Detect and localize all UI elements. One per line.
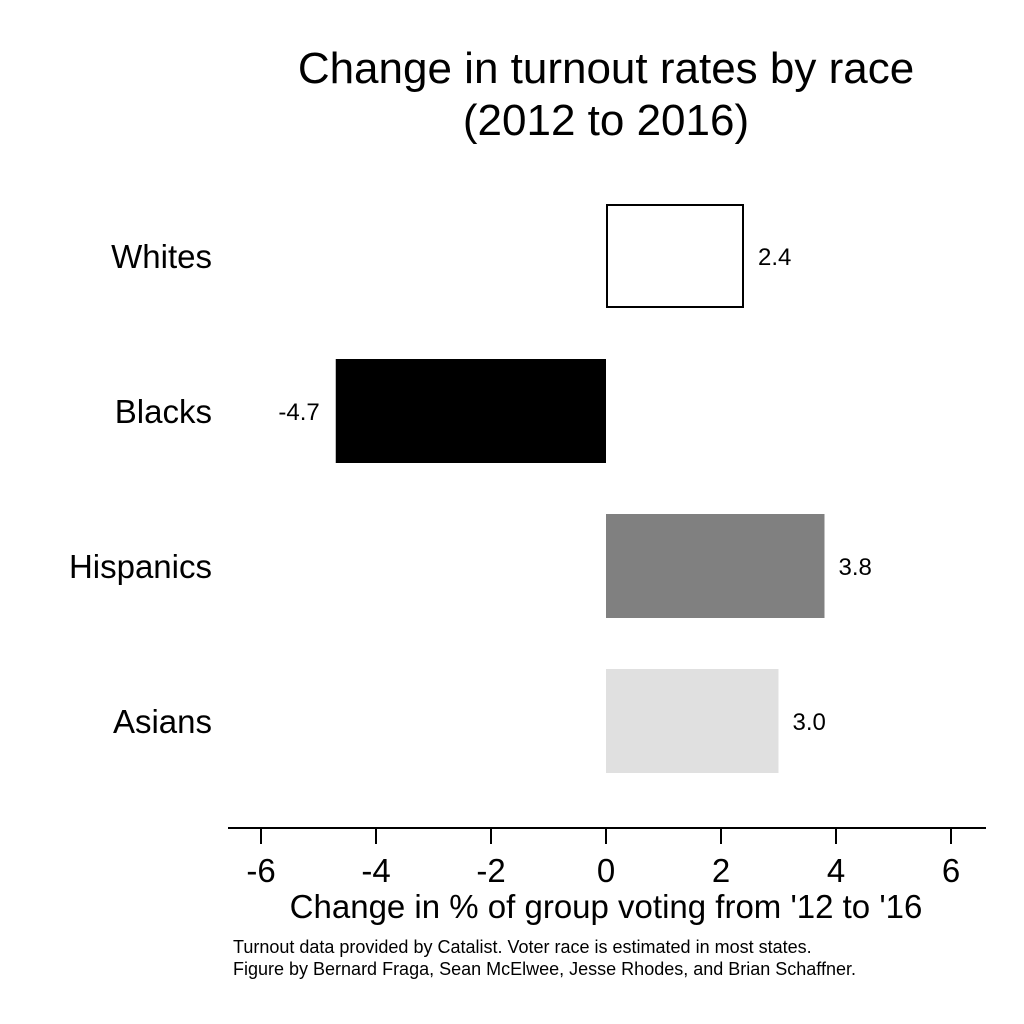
x-tick-label-4: 2 [712,852,730,889]
x-axis-title: Change in % of group voting from '12 to … [290,888,923,925]
bar-asians [606,669,779,773]
chart-title: Change in turnout rates by race(2012 to … [298,44,914,145]
x-axis: -6 -4 -2 0 2 4 6 [228,827,986,889]
bar-blacks [335,359,606,463]
x-tick-label-5: 4 [827,852,845,889]
value-labels: 2.4 -4.7 3.8 3.0 [278,244,871,736]
note-line-2: Figure by Bernard Fraga, Sean McElwee, J… [233,959,856,979]
value-label-blacks: -4.7 [278,399,319,426]
x-tick-label-1: -4 [361,852,390,889]
x-tick-label-6: 6 [942,852,960,889]
category-label-asians: Asians [113,703,212,740]
value-label-asians: 3.0 [793,709,826,736]
x-tick-label-2: -2 [476,852,505,889]
bar-hispanics [606,514,825,618]
bars [335,204,825,773]
chart-title-line-2: (2012 to 2016) [463,96,749,145]
category-labels: Whites Blacks Hispanics Asians [69,238,212,740]
bar-whites [606,204,744,308]
x-axis-title-group: Change in % of group voting from '12 to … [290,888,923,925]
category-label-whites: Whites [111,238,212,275]
x-tick-label-3: 0 [597,852,615,889]
x-tick-label-0: -6 [246,852,275,889]
category-label-hispanics: Hispanics [69,548,212,585]
source-notes: Turnout data provided by Catalist. Voter… [233,937,856,979]
value-label-whites: 2.4 [758,244,791,271]
chart-title-line-1: Change in turnout rates by race [298,44,914,93]
value-label-hispanics: 3.8 [839,554,872,581]
note-line-1: Turnout data provided by Catalist. Voter… [233,937,812,957]
category-label-blacks: Blacks [115,393,212,430]
